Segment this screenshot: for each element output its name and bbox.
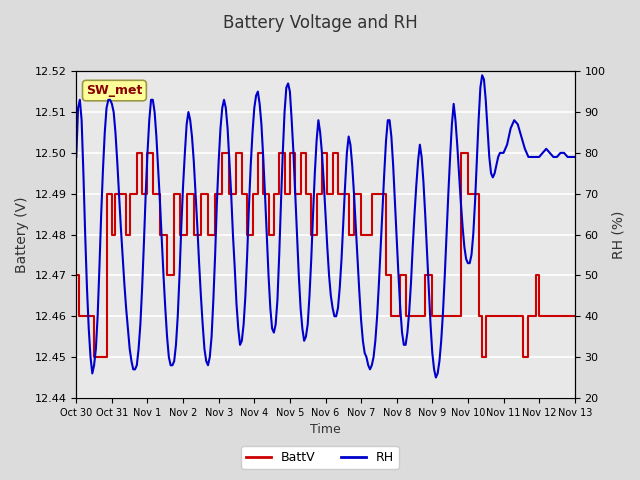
- Y-axis label: Battery (V): Battery (V): [15, 196, 29, 273]
- Text: SW_met: SW_met: [86, 84, 143, 97]
- Text: Battery Voltage and RH: Battery Voltage and RH: [223, 14, 417, 33]
- Y-axis label: RH (%): RH (%): [611, 210, 625, 259]
- X-axis label: Time: Time: [310, 423, 341, 436]
- Legend: BattV, RH: BattV, RH: [241, 446, 399, 469]
